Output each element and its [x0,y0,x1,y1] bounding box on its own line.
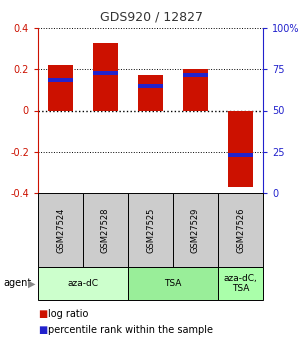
Bar [93,43,118,110]
Bar [228,110,253,187]
Text: aza-dC,
TSA: aza-dC, TSA [224,274,257,293]
Bar [138,84,163,88]
Bar [183,69,208,110]
Text: agent: agent [3,278,31,288]
Text: log ratio: log ratio [48,309,88,319]
Text: GDS920 / 12827: GDS920 / 12827 [99,10,202,23]
Bar [93,71,118,75]
Bar [183,73,208,77]
Bar [48,78,73,82]
Bar [48,65,73,110]
Text: GSM27526: GSM27526 [236,207,245,253]
Text: percentile rank within the sample: percentile rank within the sample [48,325,213,335]
Bar [228,153,253,157]
Bar [138,75,163,110]
Text: ▶: ▶ [28,278,36,288]
Text: GSM27525: GSM27525 [146,207,155,253]
Text: ■: ■ [38,309,47,319]
Text: TSA: TSA [164,279,182,288]
Text: ■: ■ [38,325,47,335]
Text: GSM27528: GSM27528 [101,207,110,253]
Text: GSM27529: GSM27529 [191,207,200,253]
Text: GSM27524: GSM27524 [56,207,65,253]
Text: aza-dC: aza-dC [68,279,98,288]
